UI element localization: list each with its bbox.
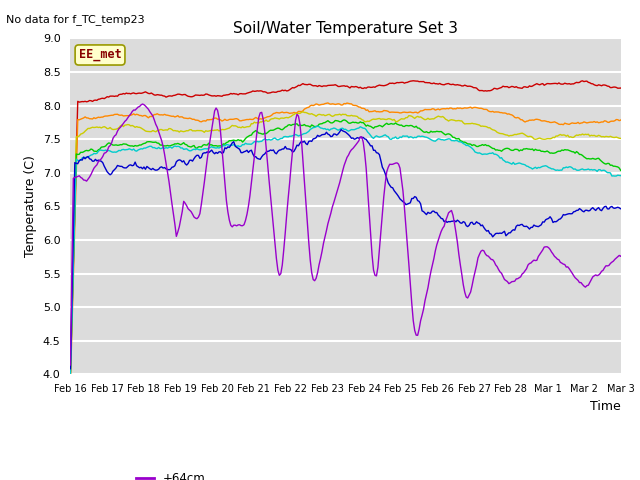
Line: -8cm: -8cm xyxy=(70,103,640,384)
-2cm xyxy=(301,109,308,115)
-2cm xyxy=(137,125,145,131)
-8cm xyxy=(495,109,502,115)
-2cm xyxy=(299,109,307,115)
+8cm xyxy=(67,372,74,378)
+8cm xyxy=(437,137,445,143)
+16cm xyxy=(437,216,445,221)
+16cm xyxy=(337,127,345,132)
Line: +64cm: +64cm xyxy=(70,104,640,389)
+8cm xyxy=(137,146,145,152)
-8cm xyxy=(67,382,74,387)
-8cm xyxy=(324,100,332,106)
+64cm xyxy=(492,262,499,268)
Text: EE_met: EE_met xyxy=(79,48,122,61)
-16cm xyxy=(437,82,445,87)
Line: -2cm: -2cm xyxy=(70,112,640,368)
+8cm xyxy=(314,123,321,129)
-16cm xyxy=(67,369,74,375)
Line: -16cm: -16cm xyxy=(70,81,640,372)
Line: +8cm: +8cm xyxy=(70,126,640,388)
-16cm xyxy=(410,78,417,84)
+8cm xyxy=(492,151,499,157)
-16cm xyxy=(495,86,502,92)
+64cm xyxy=(139,101,147,107)
+16cm xyxy=(495,230,502,236)
+64cm xyxy=(495,267,502,273)
-8cm xyxy=(437,106,445,112)
-2cm xyxy=(67,359,74,365)
+2cm xyxy=(67,369,74,374)
-16cm xyxy=(258,88,266,94)
+2cm xyxy=(258,131,266,137)
X-axis label: Time: Time xyxy=(590,400,621,413)
+16cm xyxy=(67,366,74,372)
-8cm xyxy=(137,113,145,119)
+16cm xyxy=(492,231,499,237)
+64cm xyxy=(259,116,267,122)
+64cm xyxy=(437,228,445,234)
+8cm xyxy=(299,131,307,137)
-2cm xyxy=(495,130,502,136)
-2cm xyxy=(258,119,266,125)
+16cm xyxy=(137,164,145,170)
-8cm xyxy=(258,116,266,122)
+2cm xyxy=(492,147,499,153)
+16cm xyxy=(299,139,307,145)
-2cm xyxy=(437,114,445,120)
+64cm xyxy=(67,362,74,368)
+8cm xyxy=(495,153,502,159)
Y-axis label: Temperature (C): Temperature (C) xyxy=(24,156,37,257)
+16cm xyxy=(258,154,266,160)
+2cm xyxy=(137,142,145,148)
+64cm xyxy=(301,178,308,184)
+2cm xyxy=(495,147,502,153)
+8cm xyxy=(258,138,266,144)
+2cm xyxy=(299,122,307,128)
-8cm xyxy=(299,108,307,114)
-2cm xyxy=(492,128,499,134)
Legend: +64cm: +64cm xyxy=(131,467,211,480)
-8cm xyxy=(492,109,499,115)
Title: Soil/Water Temperature Set 3: Soil/Water Temperature Set 3 xyxy=(233,21,458,36)
Line: +16cm: +16cm xyxy=(70,130,640,386)
Line: +2cm: +2cm xyxy=(70,120,640,385)
-16cm xyxy=(137,90,145,96)
+2cm xyxy=(340,117,348,123)
+64cm xyxy=(137,102,145,108)
-16cm xyxy=(299,81,307,86)
+2cm xyxy=(437,129,445,134)
-16cm xyxy=(492,86,499,92)
Text: No data for f_TC_temp23: No data for f_TC_temp23 xyxy=(6,14,145,25)
